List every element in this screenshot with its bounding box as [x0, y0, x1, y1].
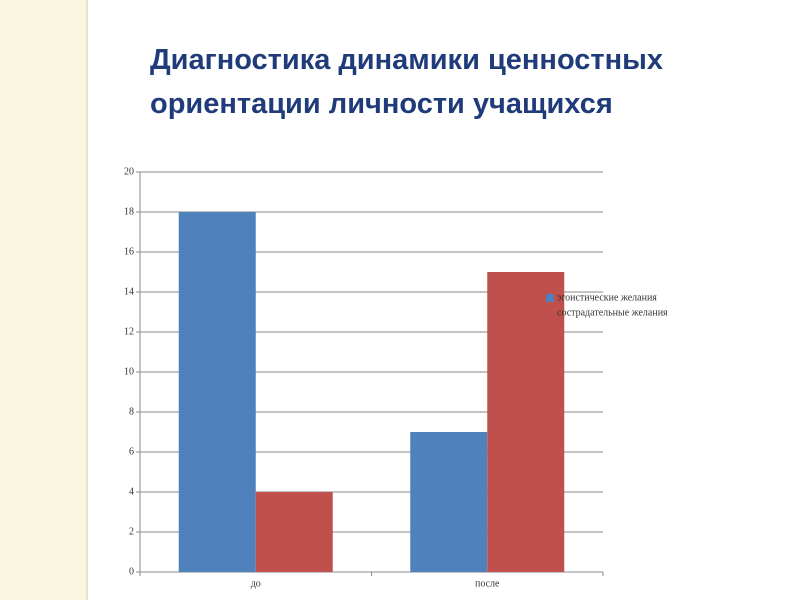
legend-label: сострадательные желания [557, 307, 668, 318]
y-tick-label: 0 [129, 566, 134, 577]
y-tick-label: 10 [124, 366, 134, 377]
bar [487, 272, 565, 572]
legend-swatch [546, 309, 554, 317]
bar [410, 432, 488, 572]
y-tick-label: 6 [129, 446, 134, 457]
legend-swatch [546, 294, 554, 302]
bar [178, 212, 256, 572]
x-tick-label: до [251, 578, 261, 589]
y-tick-label: 12 [124, 326, 134, 337]
y-tick-label: 14 [124, 286, 134, 297]
y-tick-label: 20 [124, 166, 134, 177]
legend-label: эгоистические желания [557, 292, 657, 303]
y-tick-label: 2 [129, 526, 134, 537]
y-tick-label: 4 [129, 486, 134, 497]
y-tick-label: 8 [129, 406, 134, 417]
y-tick-label: 16 [124, 246, 134, 257]
bar [255, 492, 333, 572]
y-tick-label: 18 [124, 206, 134, 217]
side-strip [0, 0, 88, 600]
chart-title: Диагностика динамики ценностных ориентац… [150, 44, 664, 120]
x-tick-label: после [475, 578, 500, 589]
